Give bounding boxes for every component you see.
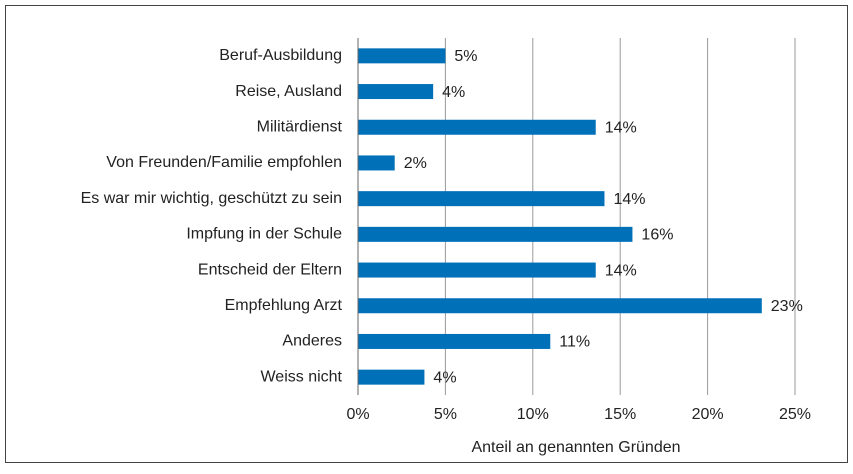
y-tick-label: Impfung in der Schule xyxy=(186,226,342,243)
bar xyxy=(358,48,446,64)
y-tick-label: Weiss nicht xyxy=(260,368,342,385)
y-tick-label: Beruf-Ausbildung xyxy=(219,47,342,64)
value-label: 2% xyxy=(404,155,427,172)
x-tick-label: 10% xyxy=(517,406,549,423)
value-label: 23% xyxy=(771,298,803,315)
y-tick-label: Von Freunden/Familie empfohlen xyxy=(106,154,342,171)
x-tick-label: 5% xyxy=(434,406,457,423)
bar xyxy=(358,84,434,100)
y-tick-label: Es war mir wichtig, geschützt zu sein xyxy=(81,190,342,207)
value-label: 14% xyxy=(605,119,637,136)
bar xyxy=(358,226,633,242)
value-label: 4% xyxy=(442,84,465,101)
value-label: 4% xyxy=(433,369,456,386)
bar xyxy=(358,262,596,278)
y-tick-label: Anderes xyxy=(282,333,342,350)
bar xyxy=(358,155,395,171)
value-label: 14% xyxy=(605,262,637,279)
y-tick-label: Entscheid der Eltern xyxy=(198,261,342,278)
bar xyxy=(358,119,596,135)
x-axis-label: Anteil an genannten Gründen xyxy=(471,439,680,456)
y-tick-label: Militärdienst xyxy=(257,118,343,135)
value-label: 11% xyxy=(559,334,590,351)
bar xyxy=(358,298,762,314)
value-label: 14% xyxy=(613,191,645,208)
bar xyxy=(358,333,551,349)
value-label: 16% xyxy=(641,227,673,244)
value-label: 5% xyxy=(454,48,477,65)
y-tick-label: Reise, Ausland xyxy=(235,83,342,100)
y-tick-label: Empfehlung Arzt xyxy=(225,297,343,314)
bar xyxy=(358,369,425,385)
bar xyxy=(358,191,605,207)
x-tick-label: 0% xyxy=(346,406,369,423)
x-tick-label: 20% xyxy=(692,406,724,423)
x-tick-label: 15% xyxy=(604,406,636,423)
x-tick-label: 25% xyxy=(779,406,811,423)
